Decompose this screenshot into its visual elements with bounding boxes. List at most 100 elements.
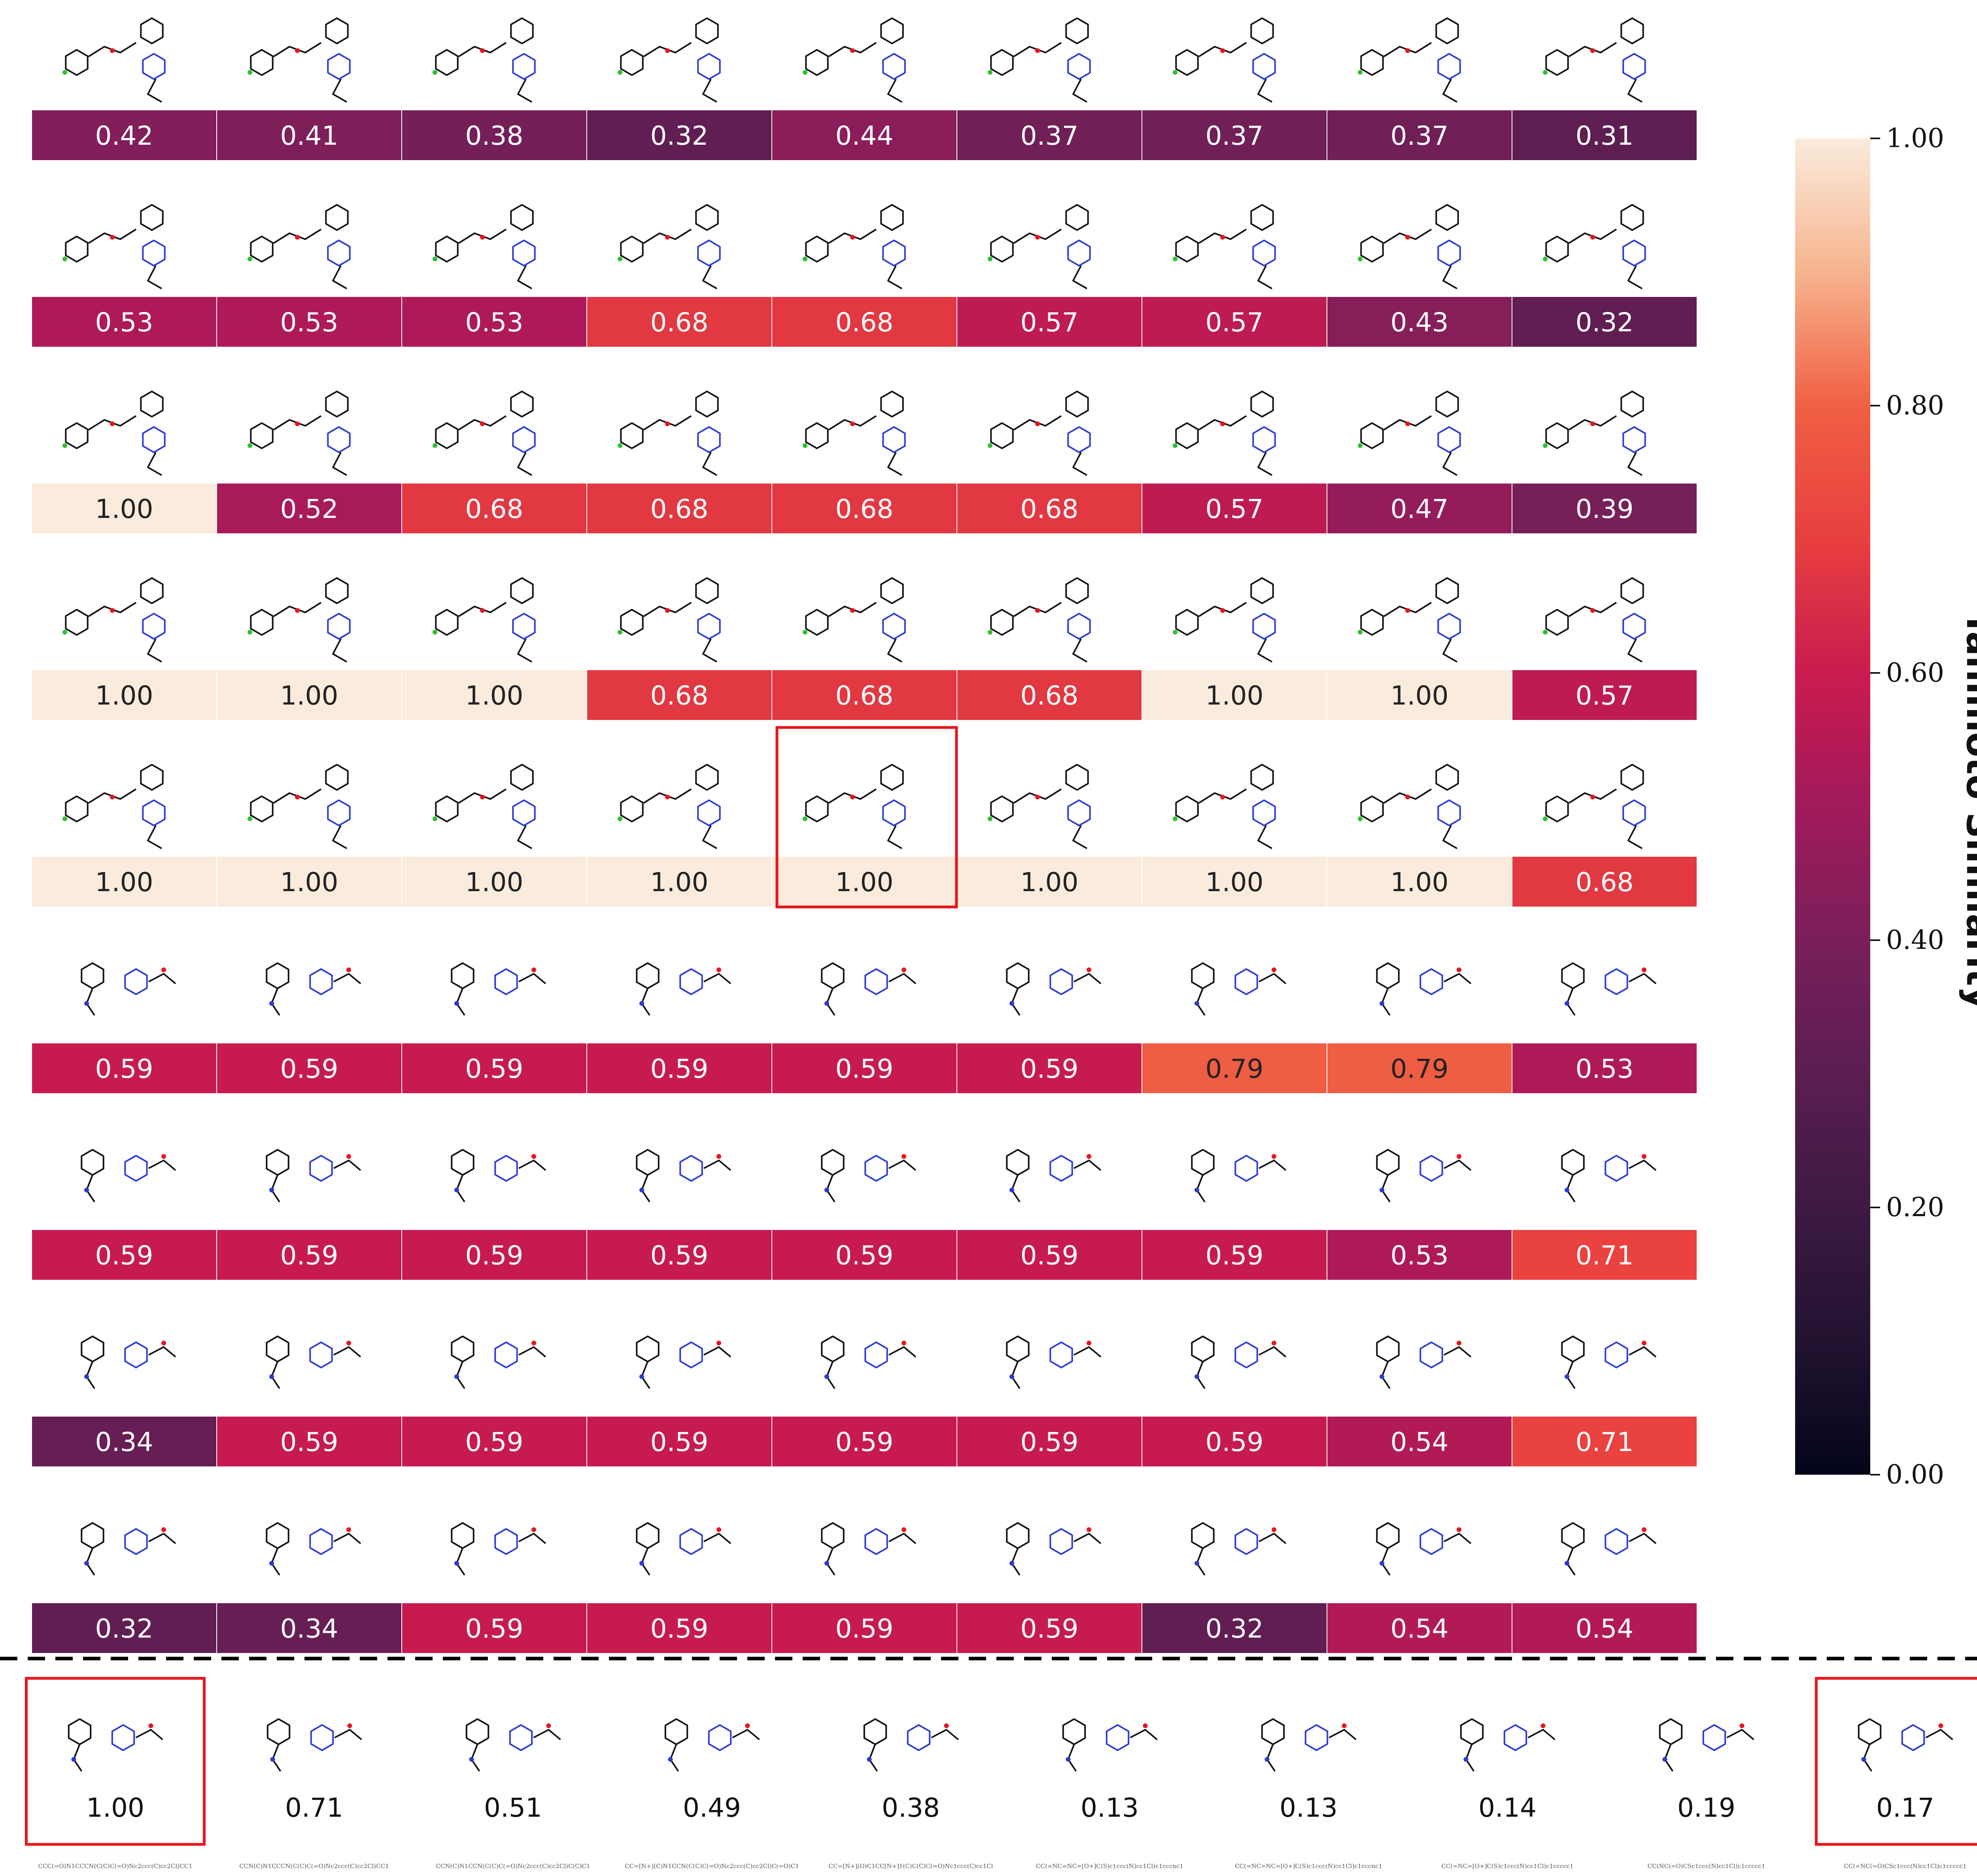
molecule-structure <box>1173 17 1276 103</box>
heatmap-cell <box>1512 669 1697 721</box>
cell-value-label: 1.00 <box>1206 867 1264 897</box>
nitrogen-atom <box>454 1561 459 1566</box>
molecule-structure <box>1173 577 1276 663</box>
oxygen-atom <box>944 1723 949 1728</box>
sequence-smiles: CCN(C)N1CCCN(C(C)C(=O)Nc2ccc(C)cc2Cl)CC1 <box>239 1863 389 1870</box>
cell-value-label: 0.34 <box>280 1613 338 1644</box>
chlorine-atom <box>618 70 622 75</box>
oxygen-atom <box>1642 1527 1646 1532</box>
molecule-structure <box>618 204 721 289</box>
heatmap-cell <box>401 1416 587 1467</box>
heatmap-cell <box>956 296 1142 348</box>
molecule-structure <box>1191 1336 1287 1389</box>
molecule-structure <box>636 1336 731 1389</box>
heatmap-cell <box>956 1229 1142 1281</box>
chlorine-atom <box>248 257 252 261</box>
nitrogen-atom <box>1565 1188 1569 1192</box>
oxygen-atom <box>902 1154 906 1159</box>
colorbar-ticks: 1.00 0.80 0.60 0.40 0.20 0.00 <box>1870 123 1944 1490</box>
oxygen-atom <box>1642 967 1646 972</box>
cell-value-label: 0.54 <box>1576 1613 1634 1644</box>
oxygen-atom <box>1540 1723 1546 1728</box>
cell-value-label: 0.43 <box>1391 307 1449 338</box>
oxygen-atom <box>1405 795 1410 799</box>
molecule-structure <box>451 1522 546 1576</box>
chlorine-atom <box>803 70 807 75</box>
molecule-structure <box>803 577 906 663</box>
heatmap-cell <box>586 669 772 721</box>
heatmap-cell <box>586 110 772 161</box>
oxygen-atom <box>295 421 300 426</box>
molecule-structure <box>821 962 917 1016</box>
cell-value-label: 0.59 <box>1021 1427 1079 1457</box>
molecule-structure <box>1376 1522 1472 1576</box>
chlorine-atom <box>988 630 992 635</box>
cell-value-label: 0.59 <box>835 1613 894 1644</box>
cell-value-label: 1.00 <box>280 680 338 711</box>
colorbar-tick-label: 1.00 <box>1886 123 1944 153</box>
cell-value-label: 1.00 <box>465 867 524 897</box>
molecule-structure <box>988 764 1091 849</box>
oxygen-atom <box>1457 1154 1461 1159</box>
cell-value-label: 0.59 <box>280 1240 338 1271</box>
oxygen-atom <box>1590 48 1595 53</box>
molecule-structure <box>62 764 166 849</box>
molecule-structure <box>618 577 721 663</box>
oxygen-atom <box>161 1527 166 1532</box>
molecule-structure <box>266 1336 361 1389</box>
nitrogen-atom <box>269 1001 274 1006</box>
molecule-structure <box>1358 764 1461 849</box>
molecule-structure <box>1006 1149 1102 1203</box>
heatmap-cell <box>956 110 1142 161</box>
molecule-structure <box>1659 1718 1754 1772</box>
oxygen-atom <box>295 795 300 799</box>
oxygen-atom <box>295 235 300 240</box>
oxygen-atom <box>1087 967 1091 972</box>
oxygen-atom <box>1220 421 1225 426</box>
cell-value-label: 0.59 <box>650 1613 709 1644</box>
molecule-structure <box>68 1718 163 1772</box>
colorbar-gradient <box>1795 138 1870 1475</box>
cell-value-label: 0.59 <box>1021 1613 1079 1644</box>
cell-value-label: 0.68 <box>1576 867 1634 897</box>
heatmap-cell <box>216 483 402 534</box>
molecule-structure <box>1376 1336 1472 1389</box>
oxygen-atom <box>110 421 115 426</box>
chlorine-atom <box>433 816 437 821</box>
heatmap-cell <box>771 483 957 534</box>
oxygen-atom <box>531 1154 536 1159</box>
nitrogen-atom <box>1380 1561 1384 1566</box>
molecule-structure <box>1191 1149 1287 1203</box>
nitrogen-atom <box>269 1374 274 1379</box>
heatmap-cell <box>216 669 402 721</box>
cell-value-label: 0.59 <box>1021 1054 1079 1084</box>
molecule-structure <box>433 764 536 849</box>
sequence-smiles: CC(=NC=NC=[O+]C(S)c1ccc(N)cc1Cl)c1cccnc1 <box>1235 1863 1382 1870</box>
heatmap-cell <box>401 1229 587 1281</box>
oxygen-atom <box>1035 421 1040 426</box>
oxygen-atom <box>346 967 351 972</box>
oxygen-atom <box>1087 1527 1091 1532</box>
nitrogen-atom <box>269 1188 274 1192</box>
oxygen-atom <box>1272 1527 1276 1532</box>
nitrogen-atom <box>454 1188 459 1192</box>
nitrogen-atom <box>269 1561 274 1566</box>
nitrogen-atom <box>668 1757 673 1762</box>
heatmap-cell <box>1142 110 1327 161</box>
oxygen-atom <box>1590 795 1595 799</box>
heatmap-cell <box>1512 1229 1697 1281</box>
cell-value-label: 0.52 <box>280 494 338 524</box>
oxygen-atom <box>665 421 670 426</box>
molecule-structure <box>618 391 721 476</box>
cell-value-label: 0.68 <box>1021 494 1079 524</box>
heatmap-cell <box>586 1043 772 1094</box>
molecule-structure <box>1460 1718 1556 1772</box>
molecule-structure <box>433 17 536 103</box>
molecule-structure <box>1261 1718 1357 1772</box>
oxygen-atom <box>1272 1154 1276 1159</box>
molecule-structure <box>433 204 536 289</box>
chlorine-atom <box>248 816 252 821</box>
sequence-smiles: CC(=NC=[O+]C(S)c1ccc(N)cc1Cl)c1ccccc1 <box>1441 1863 1574 1870</box>
highlighted-cell-border <box>775 726 958 909</box>
cell-value-label: 0.68 <box>465 494 524 524</box>
